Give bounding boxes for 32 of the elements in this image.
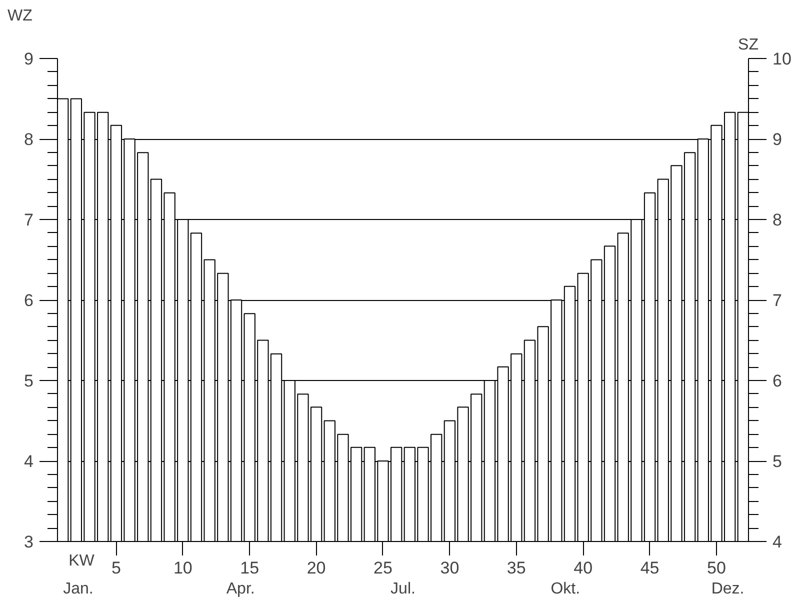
x-tick-label: 40 xyxy=(574,558,593,578)
x-tick-label: 50 xyxy=(707,558,726,578)
text: Dez. xyxy=(711,580,744,598)
x-tick-label: 15 xyxy=(240,558,260,578)
y2-tick-label: 7 xyxy=(772,291,782,310)
y-tick-label: 8 xyxy=(24,130,34,149)
y-axis-title: WZ xyxy=(8,8,33,24)
y2-tick-label: 4 xyxy=(772,532,782,552)
y-tick-label: 5 xyxy=(24,372,34,390)
x-axis-title: KW xyxy=(68,552,96,570)
y2-tick-label: 5 xyxy=(772,452,782,471)
y2-tick-label: 9 xyxy=(772,130,782,149)
y2-tick-label: 8 xyxy=(772,210,782,230)
text: Jul. xyxy=(390,580,416,598)
x-tick-label: 25 xyxy=(374,558,392,578)
text: Jan. xyxy=(63,580,94,598)
y2-tick-label: 10 xyxy=(772,50,792,68)
text: Apr. xyxy=(226,580,255,598)
y-tick-label: 6 xyxy=(24,291,34,310)
x-tick-label: 45 xyxy=(640,558,660,578)
y-tick-label: 4 xyxy=(24,452,34,471)
x-tick-label: 35 xyxy=(506,558,526,578)
y2-axis-title: SZ xyxy=(738,36,759,54)
x-tick-label: 5 xyxy=(111,558,121,578)
x-tick-label: 20 xyxy=(306,558,326,578)
y-tick-label: 7 xyxy=(24,210,34,230)
text: Okt. xyxy=(550,580,580,598)
x-tick-label: 10 xyxy=(173,558,192,578)
y-tick-label: 9 xyxy=(24,50,34,68)
y-tick-label: 3 xyxy=(24,532,34,552)
y2-tick-label: 6 xyxy=(772,372,782,390)
x-tick-label: 30 xyxy=(440,558,460,578)
